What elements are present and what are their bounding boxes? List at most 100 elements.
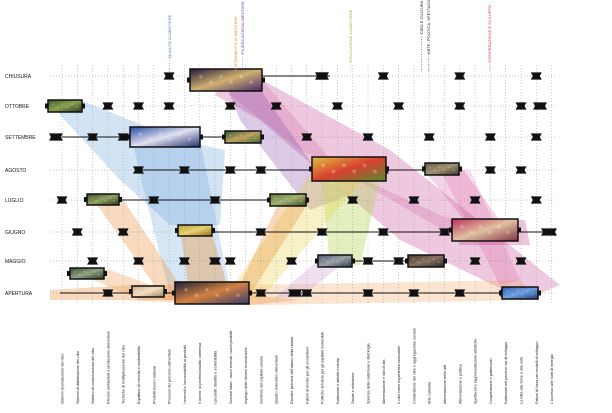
row-label-luglio: LUGLIO [5,198,23,204]
ribbon-marker-icon [393,102,405,110]
photo-tile-maggio-2 [405,254,447,268]
ribbon-marker-icon [484,133,496,141]
ribbon-marker-icon [102,289,114,297]
column-label: Il lavoro: la professionalità connessa [198,342,202,404]
column-label: Salute e nutrizione [351,373,355,404]
ribbon-marker-icon [286,257,297,265]
row-label-settembre: SETTEMBRE [5,135,36,141]
column-label: Scenari futuri - nuovi mercati, nuovi pr… [229,331,233,404]
theme-band-12 [275,258,350,298]
row-label-ottobre: OTTOBRE [5,104,30,110]
column-label: Nutrizione e attività motoria [336,357,340,404]
ribbon-marker-icon [49,133,63,141]
theme-bands [50,80,560,305]
row-labels: CHIUSURA OTTOBRE SETTEMBRE AGOSTO LUGLIO GIUG… [5,74,36,297]
photo-tile-clock-giugno [449,218,521,242]
ribbon-marker-icon [102,102,114,110]
ribbon-marker-icon [530,133,542,141]
photo-tile-settembre-2 [222,130,264,144]
ribbon-marker-icon [454,289,466,297]
ribbon-marker-icon [163,102,175,110]
ribbon-marker-icon [224,166,236,174]
ribbon-marker-icon [224,102,236,110]
ribbon-marker-icon [423,133,435,141]
column-label: Cooperazione e patrimonio [489,358,493,404]
ribbon-marker-icon [301,133,313,141]
ribbon-marker-icon [362,289,374,297]
ribbon-marker-icon [87,133,99,141]
ribbon-marker-icon [347,196,359,204]
ribbon-marker-icon [530,196,542,204]
ribbon-marker-icon [408,196,420,204]
ribbon-marker-icon [469,196,481,204]
theme-band-10 [230,160,380,300]
theme-label: FILIERA AGROALIMENTARE [240,1,245,54]
column-label: Prodotti tesoro naturali [152,366,156,404]
column-label: Gestione del capitale umano [259,356,263,404]
column-label: Impiego delle risorse economiche [244,347,248,404]
ribbon-marker-icon [178,257,190,265]
photo-tile-agosto-2 [422,162,462,176]
theme-label: EDUCAZIONE ALIMENTARE [348,9,353,62]
ribbon-marker-icon [270,102,282,110]
theme-label: QUALITÀ ALIMENTARE [167,14,172,58]
theme-band-1 [225,80,520,240]
column-label: La lotta alla fame e alla sete [520,357,524,404]
ribbon-marker-icon [315,72,329,80]
ribbon-marker-icon [533,102,547,110]
ribbon-marker-icon [224,257,236,265]
column-label: Sistemi di conservazione del cibo [91,348,95,404]
ribbon-marker-icon [454,72,466,80]
ribbon-marker-icon [87,257,99,265]
column-label: Quadro normativo alimentare [275,355,279,404]
ribbon-marker-icon [484,166,496,174]
ribbon-marker-icon [163,72,175,80]
column-label: Processi del percorso alimentare [168,349,172,404]
row-label-apertura: APERTURA [5,291,33,297]
column-label: Politiche di tutela per gli equilibri so… [321,332,325,404]
ribbon-marker-icon [209,196,221,204]
column-label: Alimentazione nelle arti [443,365,447,404]
ribbon-marker-icon [362,257,374,265]
ribbon-marker-icon [255,166,267,174]
column-label: Disastri: percorsi dell'abuso della natu… [290,336,294,404]
column-label: Nutrizione nei paesi in via di sviluppo [504,342,508,404]
ribbon-marker-icon [133,257,144,265]
column-label: Risorse ambientali e produzione alimenta… [106,331,110,404]
row-label-chiusura: CHIUSURA [5,74,32,80]
row-label-agosto: AGOSTO [5,168,26,174]
ribbon-marker-icon [331,102,343,110]
ribbon-marker-icon [56,196,68,204]
theme-label: CIBO E CULTURA [419,0,424,34]
column-label: I mercati e l'accessibilità ai prodotti [183,345,187,404]
theme-band-4 [130,130,230,295]
theme-label: COOPERAZIONE E SVILUPPO [487,5,492,62]
ribbon-marker-icon [209,257,221,265]
column-label: Arte culinaria [428,381,432,404]
photo-tile-fireworks-apertura [172,281,252,305]
ribbon-marker-icon [288,289,302,297]
column-label: L'accesso alle fonti di energia [550,353,554,404]
ribbon-marker-icon [393,257,405,265]
ribbon-marker-icon [71,228,83,236]
ribbon-marker-icon [316,228,328,236]
photo-tile-grapes-settembre [127,126,203,148]
ribbon-marker-icon [255,289,267,297]
theme-band-0 [215,80,560,300]
photo-tile-giugno [175,224,215,237]
ribbon-marker-icon [439,228,450,236]
ribbon-marker-icon [148,196,160,204]
column-label: Condivisione del cibo e aggregazione soc… [412,328,416,404]
ribbon-marker-icon [362,133,374,141]
theme-label: SOSTENIBILITÀ ALIMENTARE [233,16,238,72]
theme-band-11 [235,200,310,295]
ribbon-marker-icon [530,72,542,80]
column-label: Fattori di rischio per gli ecosistemi [305,347,309,404]
ribbon-marker-icon [377,72,389,80]
theme-labels: QUALITÀ ALIMENTARE SOSTENIBILITÀ ALIMENTA… [167,0,492,72]
row-label-maggio: MAGGIO [5,259,26,265]
ribbon-marker-icon [301,289,313,297]
ribbon-marker-icon [117,228,129,236]
